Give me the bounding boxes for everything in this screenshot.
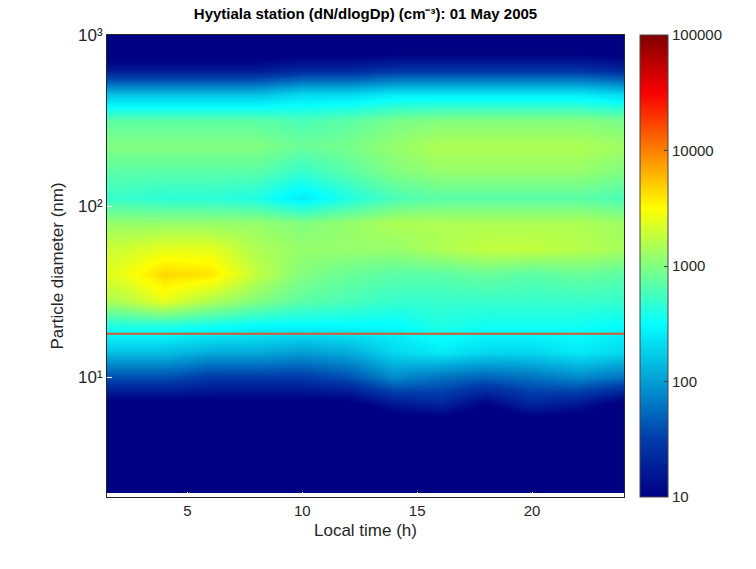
svg-text:Local time (h): Local time (h) — [314, 521, 417, 540]
svg-text:5: 5 — [183, 502, 191, 519]
svg-text:10²: 10² — [78, 197, 103, 216]
svg-text:10¹: 10¹ — [78, 368, 103, 387]
svg-text:Particle diameter (nm): Particle diameter (nm) — [48, 182, 67, 349]
svg-text:100: 100 — [672, 373, 697, 390]
svg-text:20: 20 — [524, 502, 541, 519]
svg-text:1000: 1000 — [672, 257, 705, 274]
svg-text:10: 10 — [672, 488, 689, 505]
svg-text:10000: 10000 — [672, 142, 714, 159]
svg-text:10³: 10³ — [78, 26, 103, 45]
svg-text:Hyytiala station (dN/dlogDp) (: Hyytiala station (dN/dlogDp) (cm⁻³): 01 … — [194, 5, 537, 22]
svg-text:15: 15 — [409, 502, 426, 519]
svg-text:10: 10 — [294, 502, 311, 519]
svg-text:100000: 100000 — [672, 26, 722, 43]
